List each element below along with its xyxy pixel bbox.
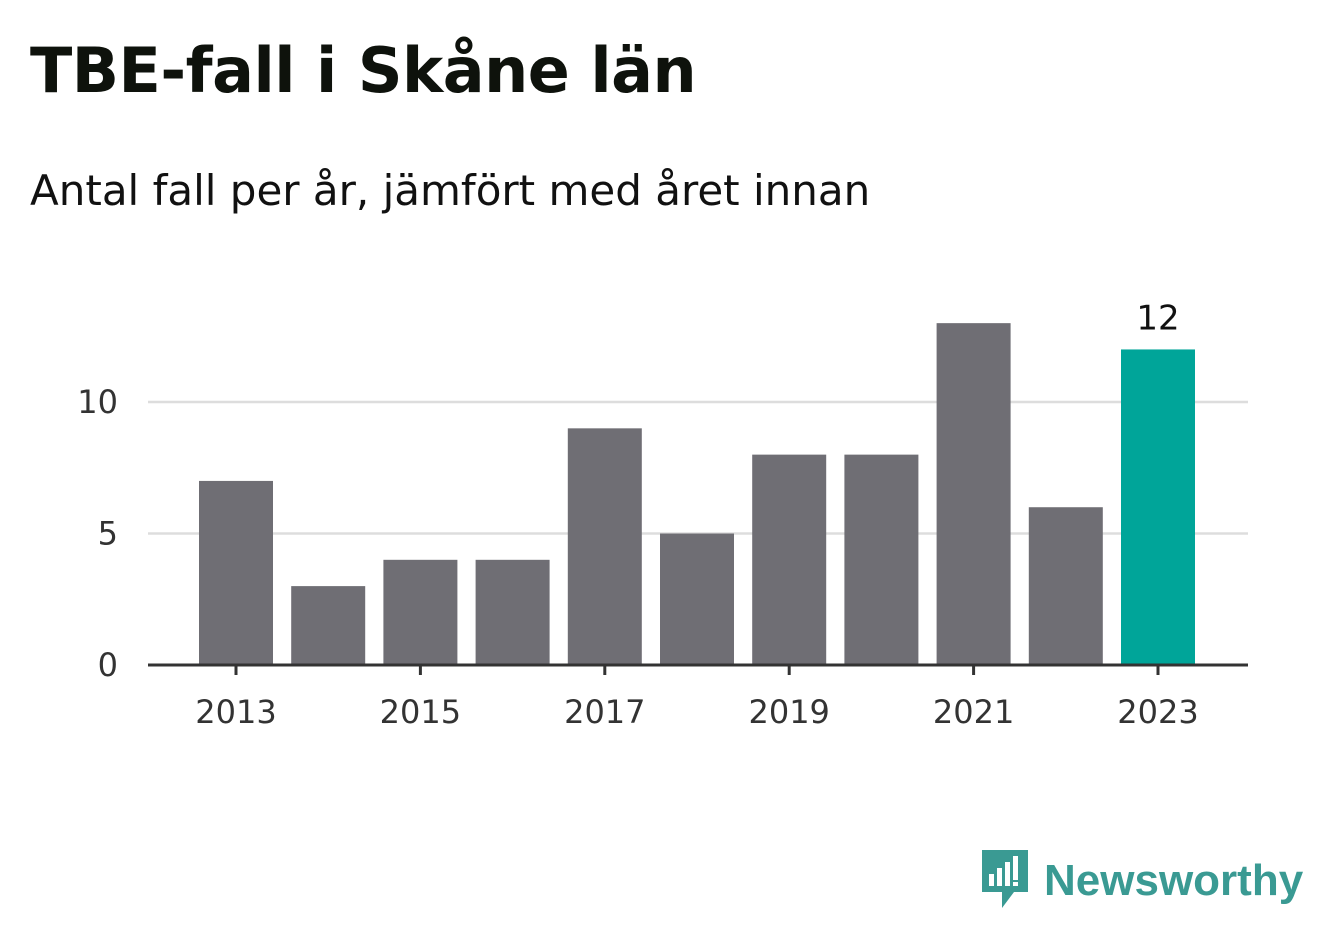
y-axis-ticks: 0 5 10 bbox=[77, 383, 118, 684]
x-tick-label: 2017 bbox=[564, 693, 645, 731]
bar-2021 bbox=[936, 323, 1011, 665]
bar-2017 bbox=[567, 428, 642, 665]
bar-2023 bbox=[1121, 349, 1195, 665]
bar-2015 bbox=[383, 559, 458, 665]
bar-2014 bbox=[291, 586, 366, 665]
x-tick-label: 2023 bbox=[1117, 693, 1198, 731]
x-tick-label: 2015 bbox=[380, 693, 461, 731]
brand-name: Newsworthy bbox=[1044, 856, 1304, 905]
x-tick-label: 2019 bbox=[748, 693, 829, 731]
data-labels: 12 bbox=[1136, 298, 1179, 338]
bar-2018 bbox=[660, 533, 734, 665]
data-label-2023: 12 bbox=[1136, 298, 1179, 338]
bar-2020 bbox=[844, 454, 919, 665]
y-tick-label: 10 bbox=[77, 383, 118, 421]
bar-2022 bbox=[1028, 507, 1103, 665]
x-axis-ticks: 2013 2015 2017 2019 2021 2023 bbox=[195, 665, 1199, 731]
y-tick-label: 5 bbox=[98, 515, 118, 553]
x-tick-label: 2021 bbox=[933, 693, 1014, 731]
chart-subtitle: Antal fall per år, jämfört med året inna… bbox=[30, 166, 871, 215]
bars bbox=[199, 323, 1195, 665]
bar-2019 bbox=[752, 454, 827, 665]
bar-2013 bbox=[199, 480, 273, 665]
brand-logo: Newsworthy bbox=[980, 848, 1303, 914]
chart-title: TBE-fall i Skåne län bbox=[30, 34, 697, 107]
x-tick-label: 2013 bbox=[195, 693, 276, 731]
bar-2016 bbox=[475, 559, 550, 665]
newsworthy-chart-bubble-icon bbox=[980, 848, 1030, 914]
y-tick-label: 0 bbox=[98, 646, 118, 684]
